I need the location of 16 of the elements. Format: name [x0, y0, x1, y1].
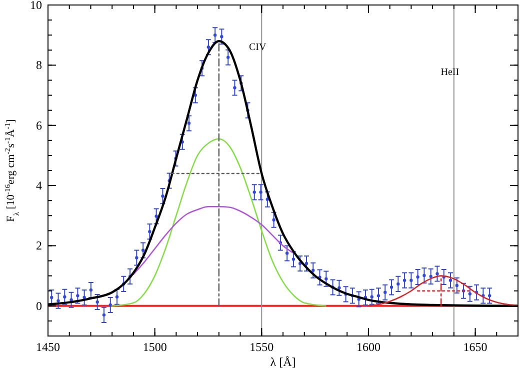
y-tick-label: 10 [30, 0, 42, 12]
x-tick-label: 1450 [36, 340, 60, 354]
x-axis-title: λ [Å] [270, 355, 296, 369]
y-tick-label: 2 [36, 238, 42, 253]
ref-line-label: HeII [440, 67, 460, 78]
x-tick-label: 1550 [250, 340, 274, 354]
x-tick-label: 1600 [356, 340, 380, 354]
x-tick-label: 1650 [463, 340, 488, 354]
line-series [132, 206, 294, 275]
x-tick-label: 1500 [142, 340, 167, 354]
y-tick-label: 6 [36, 118, 42, 132]
y-tick-label: 0 [36, 298, 42, 313]
y-tick-label: 4 [36, 178, 42, 193]
line-series [368, 275, 518, 307]
ref-line-label: CIV [249, 42, 268, 53]
y-tick-label: 8 [36, 58, 42, 72]
